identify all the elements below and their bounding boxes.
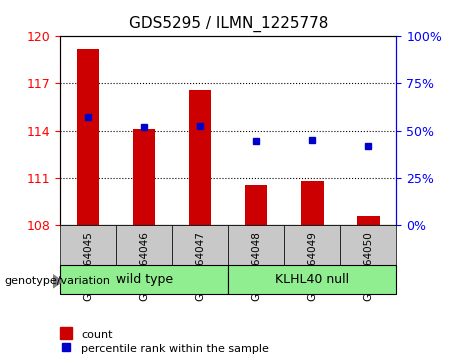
FancyBboxPatch shape (116, 225, 172, 265)
Title: GDS5295 / ILMN_1225778: GDS5295 / ILMN_1225778 (129, 16, 328, 32)
Text: GSM1364046: GSM1364046 (139, 231, 149, 301)
Text: wild type: wild type (116, 273, 172, 286)
FancyBboxPatch shape (228, 225, 284, 265)
Polygon shape (53, 275, 62, 288)
Bar (189, 90, 211, 225)
Legend: count, percentile rank within the sample: count, percentile rank within the sample (61, 329, 269, 354)
Text: GSM1364049: GSM1364049 (307, 231, 317, 301)
Bar (357, 216, 379, 225)
Bar (133, 129, 155, 225)
Bar (301, 181, 324, 225)
FancyBboxPatch shape (228, 265, 396, 294)
Text: GSM1364045: GSM1364045 (83, 231, 93, 301)
FancyBboxPatch shape (284, 225, 340, 265)
Text: KLHL40 null: KLHL40 null (275, 273, 349, 286)
FancyBboxPatch shape (172, 225, 228, 265)
FancyBboxPatch shape (60, 225, 116, 265)
FancyBboxPatch shape (60, 265, 228, 294)
Bar (77, 49, 99, 225)
FancyBboxPatch shape (340, 225, 396, 265)
Text: genotype/variation: genotype/variation (5, 276, 111, 286)
Bar (245, 185, 267, 225)
Text: GSM1364048: GSM1364048 (251, 231, 261, 301)
Text: GSM1364047: GSM1364047 (195, 231, 205, 301)
Text: GSM1364050: GSM1364050 (363, 231, 373, 301)
